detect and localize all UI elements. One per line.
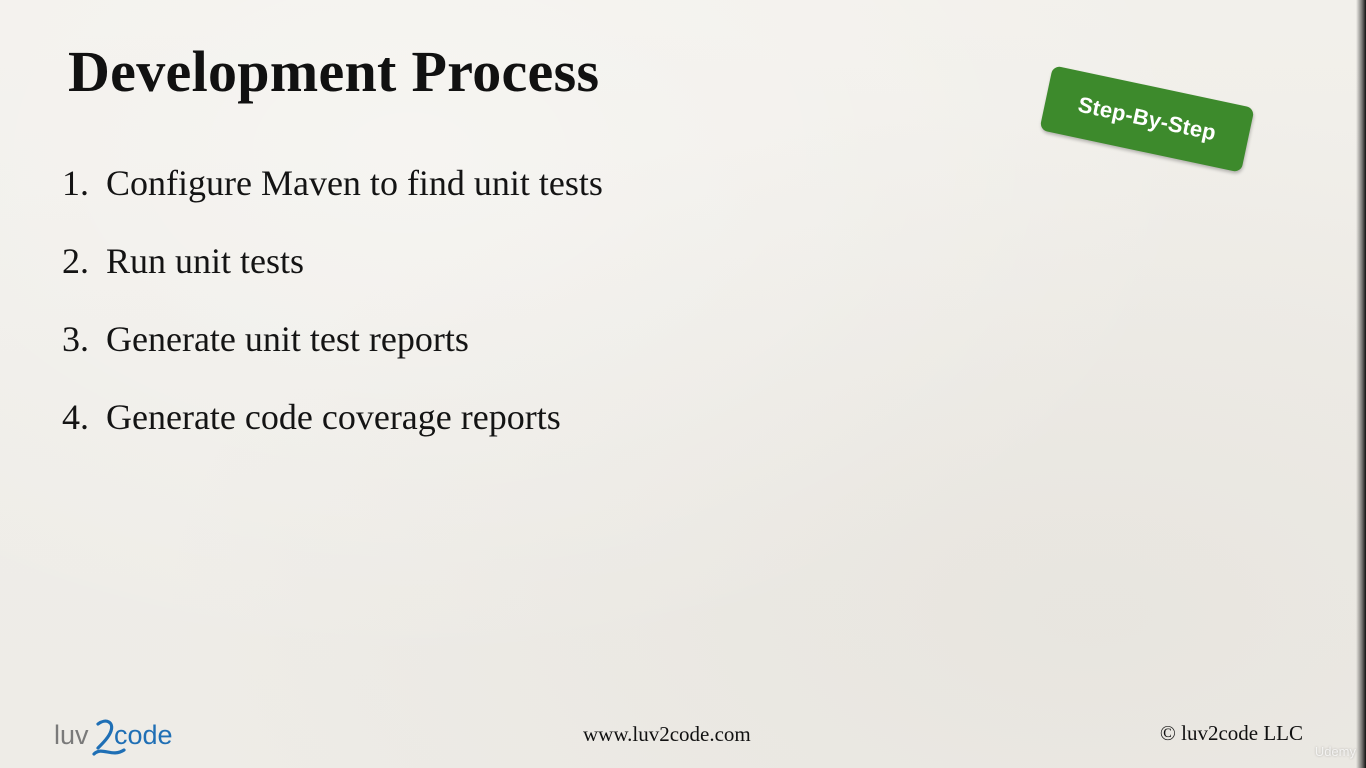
step-item-3: 3. Generate unit test reports — [62, 318, 603, 396]
logo-text-luv: luv — [54, 720, 89, 750]
logo-text-code: code — [114, 720, 173, 750]
logo-swoosh — [92, 748, 126, 756]
step-number: 1. — [62, 163, 89, 203]
step-item-4: 4. Generate code coverage reports — [62, 396, 603, 474]
step-number: 2. — [62, 241, 89, 281]
slide-title: Development Process — [68, 39, 600, 104]
footer-url: www.luv2code.com — [583, 722, 751, 746]
step-text: Configure Maven to find unit tests — [106, 163, 603, 203]
footer-copyright: © luv2code LLC — [1159, 721, 1303, 745]
udemy-watermark: Udemy — [1314, 744, 1356, 759]
logo-two-glyph — [96, 719, 114, 750]
step-item-1: 1. Configure Maven to find unit tests — [62, 162, 603, 240]
step-number: 3. — [62, 319, 89, 359]
step-text: Generate code coverage reports — [106, 397, 561, 437]
step-number: 4. — [62, 397, 89, 437]
steps-list: 1. Configure Maven to find unit tests 2.… — [62, 162, 603, 474]
step-text: Run unit tests — [106, 241, 305, 281]
luv2code-logo: luv code — [54, 719, 173, 756]
window-edge — [1356, 0, 1366, 768]
badge-label: Step-By-Step — [1075, 91, 1219, 146]
step-item-2: 2. Run unit tests — [62, 240, 603, 318]
step-text: Generate unit test reports — [106, 319, 469, 359]
